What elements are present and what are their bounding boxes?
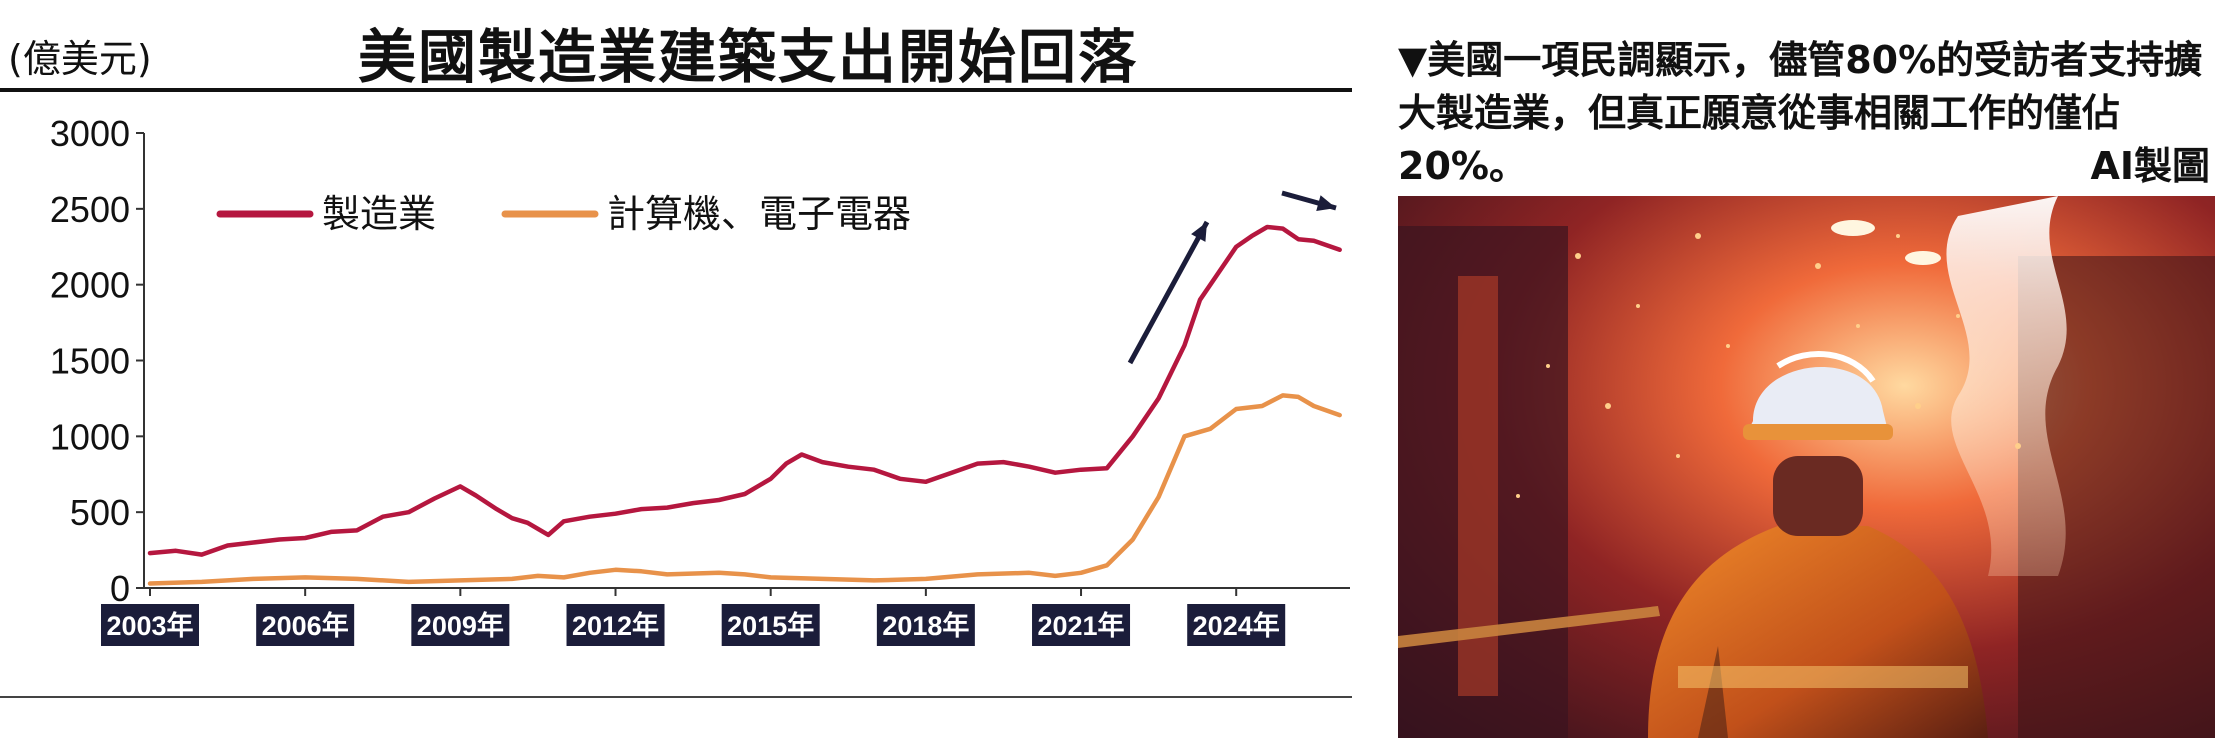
chart-title: 美國製造業建築支出開始回落 bbox=[358, 23, 1139, 91]
caption-credit: AI製圖 bbox=[2090, 144, 2210, 188]
x-tick-label-bg bbox=[1187, 604, 1286, 646]
x-tick-label: 2006年 bbox=[262, 610, 349, 641]
bottom-rule bbox=[0, 696, 1352, 698]
x-tick-label: 2024年 bbox=[1193, 610, 1280, 641]
line-chart: 0 500 1000 1500 2000 2500 3000 2003年 2006年 2009年 2… bbox=[50, 113, 1350, 646]
y-tick-label: 2500 bbox=[50, 189, 130, 230]
legend-label-1: 製造業 bbox=[322, 194, 436, 236]
x-tick-label-bg bbox=[566, 604, 665, 646]
y-tick-label: 0 bbox=[110, 568, 130, 609]
x-tick-label: 2021年 bbox=[1037, 610, 1124, 641]
factory-worker-photo bbox=[1398, 196, 2215, 738]
legend-label-2: 計算機、電子電器 bbox=[607, 194, 911, 236]
chart-panel: (億美元) 美國製造業建築支出開始回落 0 500 1000 1500 2000 2500… bbox=[0, 23, 1352, 698]
decline-arrow-head bbox=[1316, 195, 1336, 211]
x-tick-label-bg bbox=[101, 604, 199, 646]
series-line-2 bbox=[147, 393, 1342, 586]
x-tick-label-bg bbox=[876, 604, 975, 646]
x-tick-label-bg bbox=[411, 604, 510, 646]
caption-text: ▼美國一項民調顯示，儘管80%的受訪者支持擴大製造業，但真正願意從事相關工作的僅… bbox=[1398, 38, 2203, 188]
title-rule bbox=[0, 88, 1352, 92]
x-tick-label-bg bbox=[721, 604, 820, 646]
x-tick-label: 2012年 bbox=[572, 610, 659, 641]
x-tick-label-bg bbox=[1032, 604, 1131, 646]
series-line-1 bbox=[147, 224, 1342, 557]
x-tick-label: 2009年 bbox=[417, 610, 504, 641]
x-tick-label: 2018年 bbox=[882, 610, 969, 641]
photo-illustration bbox=[1398, 196, 2215, 738]
x-tick-label-bg bbox=[256, 604, 355, 646]
y-tick-label: 3000 bbox=[50, 113, 130, 154]
rise-arrow bbox=[1127, 220, 1210, 365]
caption-panel: ▼美國一項民調顯示，儘管80%的受訪者支持擴大製造業，但真正願意從事相關工作的僅… bbox=[1398, 34, 2210, 193]
y-tick-label: 500 bbox=[70, 492, 130, 533]
x-tick-label: 2003年 bbox=[106, 610, 193, 641]
unit-label: (億美元) bbox=[8, 37, 152, 81]
x-tick-label: 2015年 bbox=[727, 610, 814, 641]
rise-arrow-head bbox=[1191, 222, 1207, 242]
y-tick-label: 1000 bbox=[50, 416, 130, 457]
y-tick-label: 2000 bbox=[50, 265, 130, 306]
y-tick-label: 1500 bbox=[50, 341, 130, 382]
